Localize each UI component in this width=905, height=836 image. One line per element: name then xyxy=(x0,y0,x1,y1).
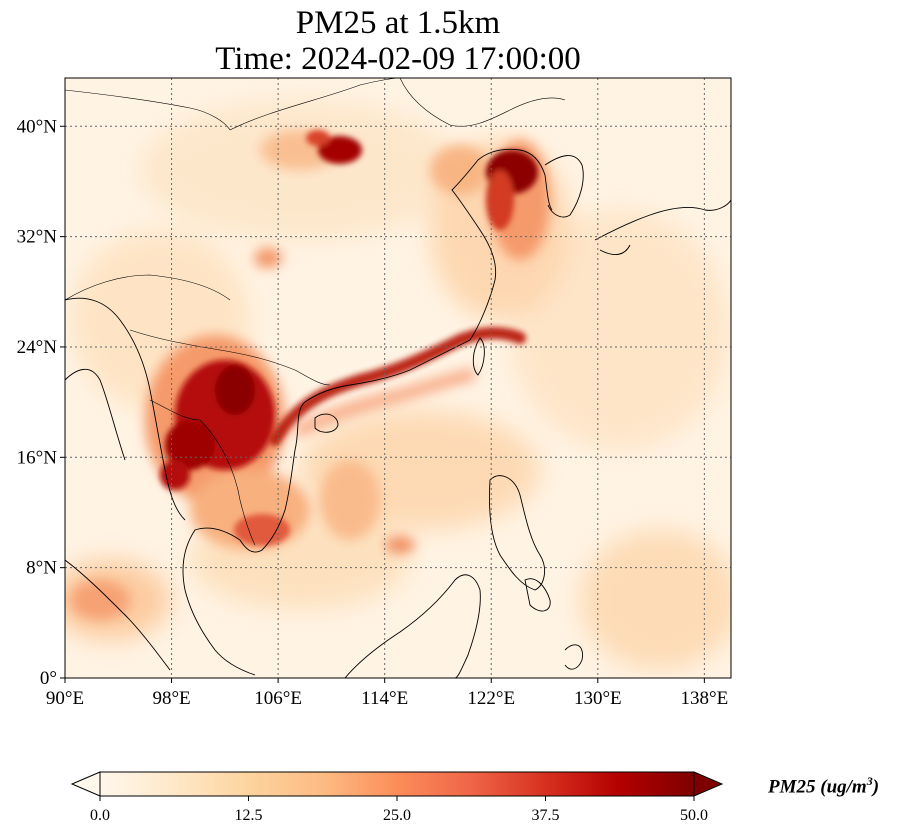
colorbar-tick-label: 50.0 xyxy=(680,807,708,824)
x-tick-label: 122°E xyxy=(467,688,515,709)
y-tick-label: 8°N xyxy=(26,558,57,579)
y-tick-label: 40°N xyxy=(17,116,58,137)
colorbar-tick-label: 12.5 xyxy=(235,807,263,824)
colorbar-min-extend xyxy=(70,771,101,797)
map-title-line-1: PM25 at 1.5km xyxy=(295,5,501,41)
coastlines xyxy=(65,78,731,678)
x-tick-label: 90°E xyxy=(46,688,84,709)
colorbar: 0.0 12.5 25.0 37.5 50.0 xyxy=(70,771,724,824)
y-axis-ticks: 0° 8°N 16°N 24°N 32°N 40°N xyxy=(17,116,65,689)
gridlines xyxy=(65,78,731,678)
y-tick-label: 16°N xyxy=(17,447,58,468)
x-tick-label: 98°E xyxy=(152,688,190,709)
colorbar-label-sup: 3 xyxy=(866,774,873,788)
y-tick-label: 0° xyxy=(40,668,57,689)
pm25-field xyxy=(65,78,731,678)
colorbar-tick-label: 0.0 xyxy=(90,807,110,824)
x-tick-label: 130°E xyxy=(574,688,622,709)
y-tick-label: 24°N xyxy=(17,337,58,358)
x-tick-label: 138°E xyxy=(681,688,729,709)
y-tick-label: 32°N xyxy=(17,227,58,248)
colorbar-gradient xyxy=(99,771,695,797)
colorbar-label-main: PM25 (ug/m xyxy=(768,776,867,798)
colorbar-label: PM25 (ug/m3) xyxy=(768,774,879,798)
map-title-line-2: Time: 2024-02-09 17:00:00 xyxy=(215,41,581,77)
colorbar-label-close: ) xyxy=(872,776,880,798)
colorbar-max-extend xyxy=(693,771,724,797)
x-tick-label: 106°E xyxy=(254,688,302,709)
colorbar-tick-label: 25.0 xyxy=(383,807,411,824)
x-axis-ticks: 90°E 98°E 106°E 114°E 122°E 130°E 138°E xyxy=(46,678,728,709)
x-tick-label: 114°E xyxy=(361,688,408,709)
map-frame xyxy=(64,77,732,679)
colorbar-tick-label: 37.5 xyxy=(532,807,560,824)
colorbar-ticks: 0.0 12.5 25.0 37.5 50.0 xyxy=(90,796,708,824)
